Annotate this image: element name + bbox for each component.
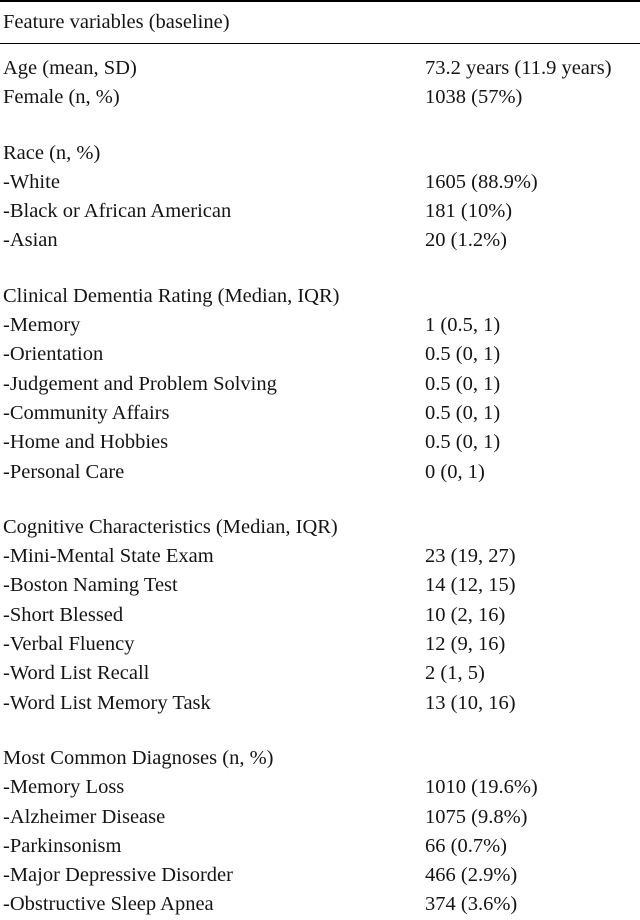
table-row: -White 1605 (88.9%)	[0, 168, 640, 197]
table-row: -Memory Loss 1010 (19.6%)	[0, 773, 640, 802]
table-row: -Word List Memory Task 13 (10, 16)	[0, 689, 640, 718]
section-header: Race (n, %)	[3, 141, 101, 164]
table-row: -Verbal Fluency 12 (9, 16)	[0, 630, 640, 659]
table-row: -Asian 20 (1.2%)	[0, 226, 640, 255]
section-cognitive-characteristics: Cognitive Characteristics (Median, IQR) …	[0, 513, 640, 718]
row-label: -Mini-Mental State Exam	[3, 545, 214, 568]
table-row: -Major Depressive Disorder 466 (2.9%)	[0, 861, 640, 890]
row-label: -Personal Care	[3, 460, 125, 483]
section-most-common-diagnoses: Most Common Diagnoses (n, %) -Memory Los…	[0, 744, 640, 920]
row-label: -Memory Loss	[3, 776, 125, 799]
row-value: 1010 (19.6%)	[425, 776, 538, 799]
section-race: Race (n, %) -White 1605 (88.9%) -Black o…	[0, 139, 640, 256]
row-value: 10 (2, 16)	[425, 603, 506, 626]
section-clinical-dementia-rating: Clinical Dementia Rating (Median, IQR) -…	[0, 282, 640, 487]
row-value: 466 (2.9%)	[425, 864, 518, 887]
row-value: 0.5 (0, 1)	[425, 372, 501, 395]
row-label: -Verbal Fluency	[3, 633, 135, 656]
row-value: 13 (10, 16)	[425, 691, 516, 714]
table-row: -Word List Recall 2 (1, 5)	[0, 659, 640, 688]
row-value: 0.5 (0, 1)	[425, 431, 501, 454]
table-row: Female (n, %) 1038 (57%)	[0, 83, 640, 112]
section-demographics: Age (mean, SD) 73.2 years (11.9 years) F…	[0, 54, 640, 113]
row-value: 0 (0, 1)	[425, 460, 485, 483]
table-row: -Community Affairs 0.5 (0, 1)	[0, 399, 640, 428]
row-value: 0.5 (0, 1)	[425, 401, 501, 424]
row-label: -Boston Naming Test	[3, 574, 178, 597]
row-value: 73.2 years (11.9 years)	[425, 57, 612, 79]
row-label: -Word List Memory Task	[3, 691, 211, 714]
row-label: -Judgement and Problem Solving	[3, 372, 277, 395]
table-row: -Personal Care 0 (0, 1)	[0, 458, 640, 487]
row-label: -White	[3, 170, 60, 193]
row-label: Age (mean, SD)	[3, 57, 137, 79]
row-value: 12 (9, 16)	[425, 633, 506, 656]
row-value: 1605 (88.9%)	[425, 170, 538, 193]
row-label: -Asian	[3, 229, 58, 252]
table-row: -Short Blessed 10 (2, 16)	[0, 601, 640, 630]
row-label: -Orientation	[3, 343, 104, 366]
table-row: -Obstructive Sleep Apnea 374 (3.6%)	[0, 890, 640, 919]
row-value: 66 (0.7%)	[425, 834, 507, 857]
row-value: 20 (1.2%)	[425, 229, 507, 252]
row-value: 1075 (9.8%)	[425, 805, 528, 828]
row-value: 181 (10%)	[425, 200, 513, 223]
table-body: Age (mean, SD) 73.2 years (11.9 years) F…	[0, 44, 640, 920]
row-value: 2 (1, 5)	[425, 662, 485, 685]
row-label: -Obstructive Sleep Apnea	[3, 893, 214, 916]
table-row: -Black or African American 181 (10%)	[0, 197, 640, 226]
row-label: -Community Affairs	[3, 401, 170, 424]
row-label: -Home and Hobbies	[3, 431, 169, 454]
table-row: -Memory 1 (0.5, 1)	[0, 311, 640, 340]
table-row: Age (mean, SD) 73.2 years (11.9 years)	[0, 54, 640, 83]
table-row: -Mini-Mental State Exam 23 (19, 27)	[0, 542, 640, 571]
table-row: -Home and Hobbies 0.5 (0, 1)	[0, 428, 640, 457]
row-label: -Parkinsonism	[3, 834, 122, 857]
row-label: -Alzheimer Disease	[3, 805, 166, 828]
table-row: -Boston Naming Test 14 (12, 15)	[0, 571, 640, 600]
row-label: Female (n, %)	[3, 86, 120, 109]
table-row: -Alzheimer Disease 1075 (9.8%)	[0, 803, 640, 832]
row-value: 14 (12, 15)	[425, 574, 516, 597]
row-label: -Major Depressive Disorder	[3, 864, 233, 887]
row-label: -Black or African American	[3, 200, 232, 223]
section-header: Cognitive Characteristics (Median, IQR)	[3, 515, 338, 538]
row-value: 374 (3.6%)	[425, 893, 518, 916]
table-row: -Parkinsonism 66 (0.7%)	[0, 832, 640, 861]
row-label: -Word List Recall	[3, 662, 150, 685]
row-value: 1038 (57%)	[425, 86, 523, 109]
section-header: Most Common Diagnoses (n, %)	[3, 746, 274, 769]
row-value: 23 (19, 27)	[425, 545, 516, 568]
row-value: 1 (0.5, 1)	[425, 314, 501, 337]
row-label: -Short Blessed	[3, 603, 124, 626]
table-row: -Judgement and Problem Solving 0.5 (0, 1…	[0, 370, 640, 399]
section-header: Clinical Dementia Rating (Median, IQR)	[3, 284, 340, 307]
row-label: -Memory	[3, 314, 81, 337]
table-row: -Orientation 0.5 (0, 1)	[0, 340, 640, 369]
row-value: 0.5 (0, 1)	[425, 343, 501, 366]
table-title: Feature variables (baseline)	[0, 2, 640, 44]
